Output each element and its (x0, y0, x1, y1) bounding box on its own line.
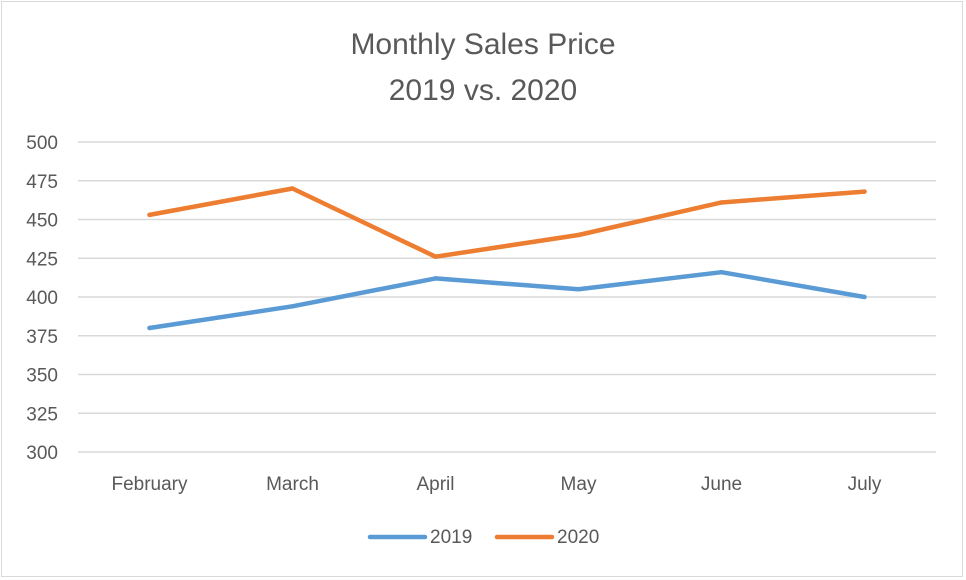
x-tick-label: July (848, 474, 882, 495)
series-lines (147, 186, 867, 331)
x-tick-label: April (416, 474, 454, 495)
y-tick-label: 475 (26, 172, 58, 193)
x-tick-label: May (561, 474, 597, 495)
data-point-2019 (576, 287, 581, 292)
series-line-2020 (147, 186, 867, 259)
x-tick-label: June (701, 474, 742, 495)
y-axis-tick-labels: 300 325 350 375 400 425 450 475 500 (26, 133, 58, 464)
data-point-2019 (290, 304, 295, 309)
legend: 2019 2020 (367, 527, 599, 548)
legend-label: 2020 (557, 527, 599, 548)
data-point-2019 (719, 270, 724, 275)
y-tick-label: 500 (26, 133, 58, 154)
chart-title: Monthly Sales Price (350, 28, 616, 61)
data-point-2020 (433, 254, 438, 259)
data-point-2020 (576, 232, 581, 238)
data-point-2020 (862, 189, 867, 194)
series-line-2019 (147, 269, 867, 331)
y-tick-label: 375 (26, 327, 58, 348)
y-tick-label: 300 (26, 443, 58, 464)
x-tick-label: February (111, 474, 188, 495)
x-axis-tick-labels: February March April May June July (111, 474, 881, 495)
legend-label: 2019 (430, 527, 472, 548)
data-point-2020 (719, 200, 724, 205)
chart-title-block: Monthly Sales Price 2019 vs. 2020 (0, 22, 966, 114)
y-tick-label: 325 (26, 404, 58, 425)
y-tick-label: 400 (26, 288, 58, 309)
y-tick-label: 450 (26, 211, 58, 232)
x-tick-label: March (266, 474, 319, 495)
data-point-2019 (147, 325, 152, 331)
data-point-2020 (147, 212, 152, 218)
gridlines (78, 141, 936, 453)
chart-subtitle: 2019 vs. 2020 (388, 74, 578, 107)
data-point-2020 (290, 186, 295, 191)
data-point-2019 (433, 276, 438, 281)
data-point-2019 (862, 294, 867, 300)
y-tick-label: 425 (26, 249, 58, 270)
y-tick-label: 350 (26, 366, 58, 387)
